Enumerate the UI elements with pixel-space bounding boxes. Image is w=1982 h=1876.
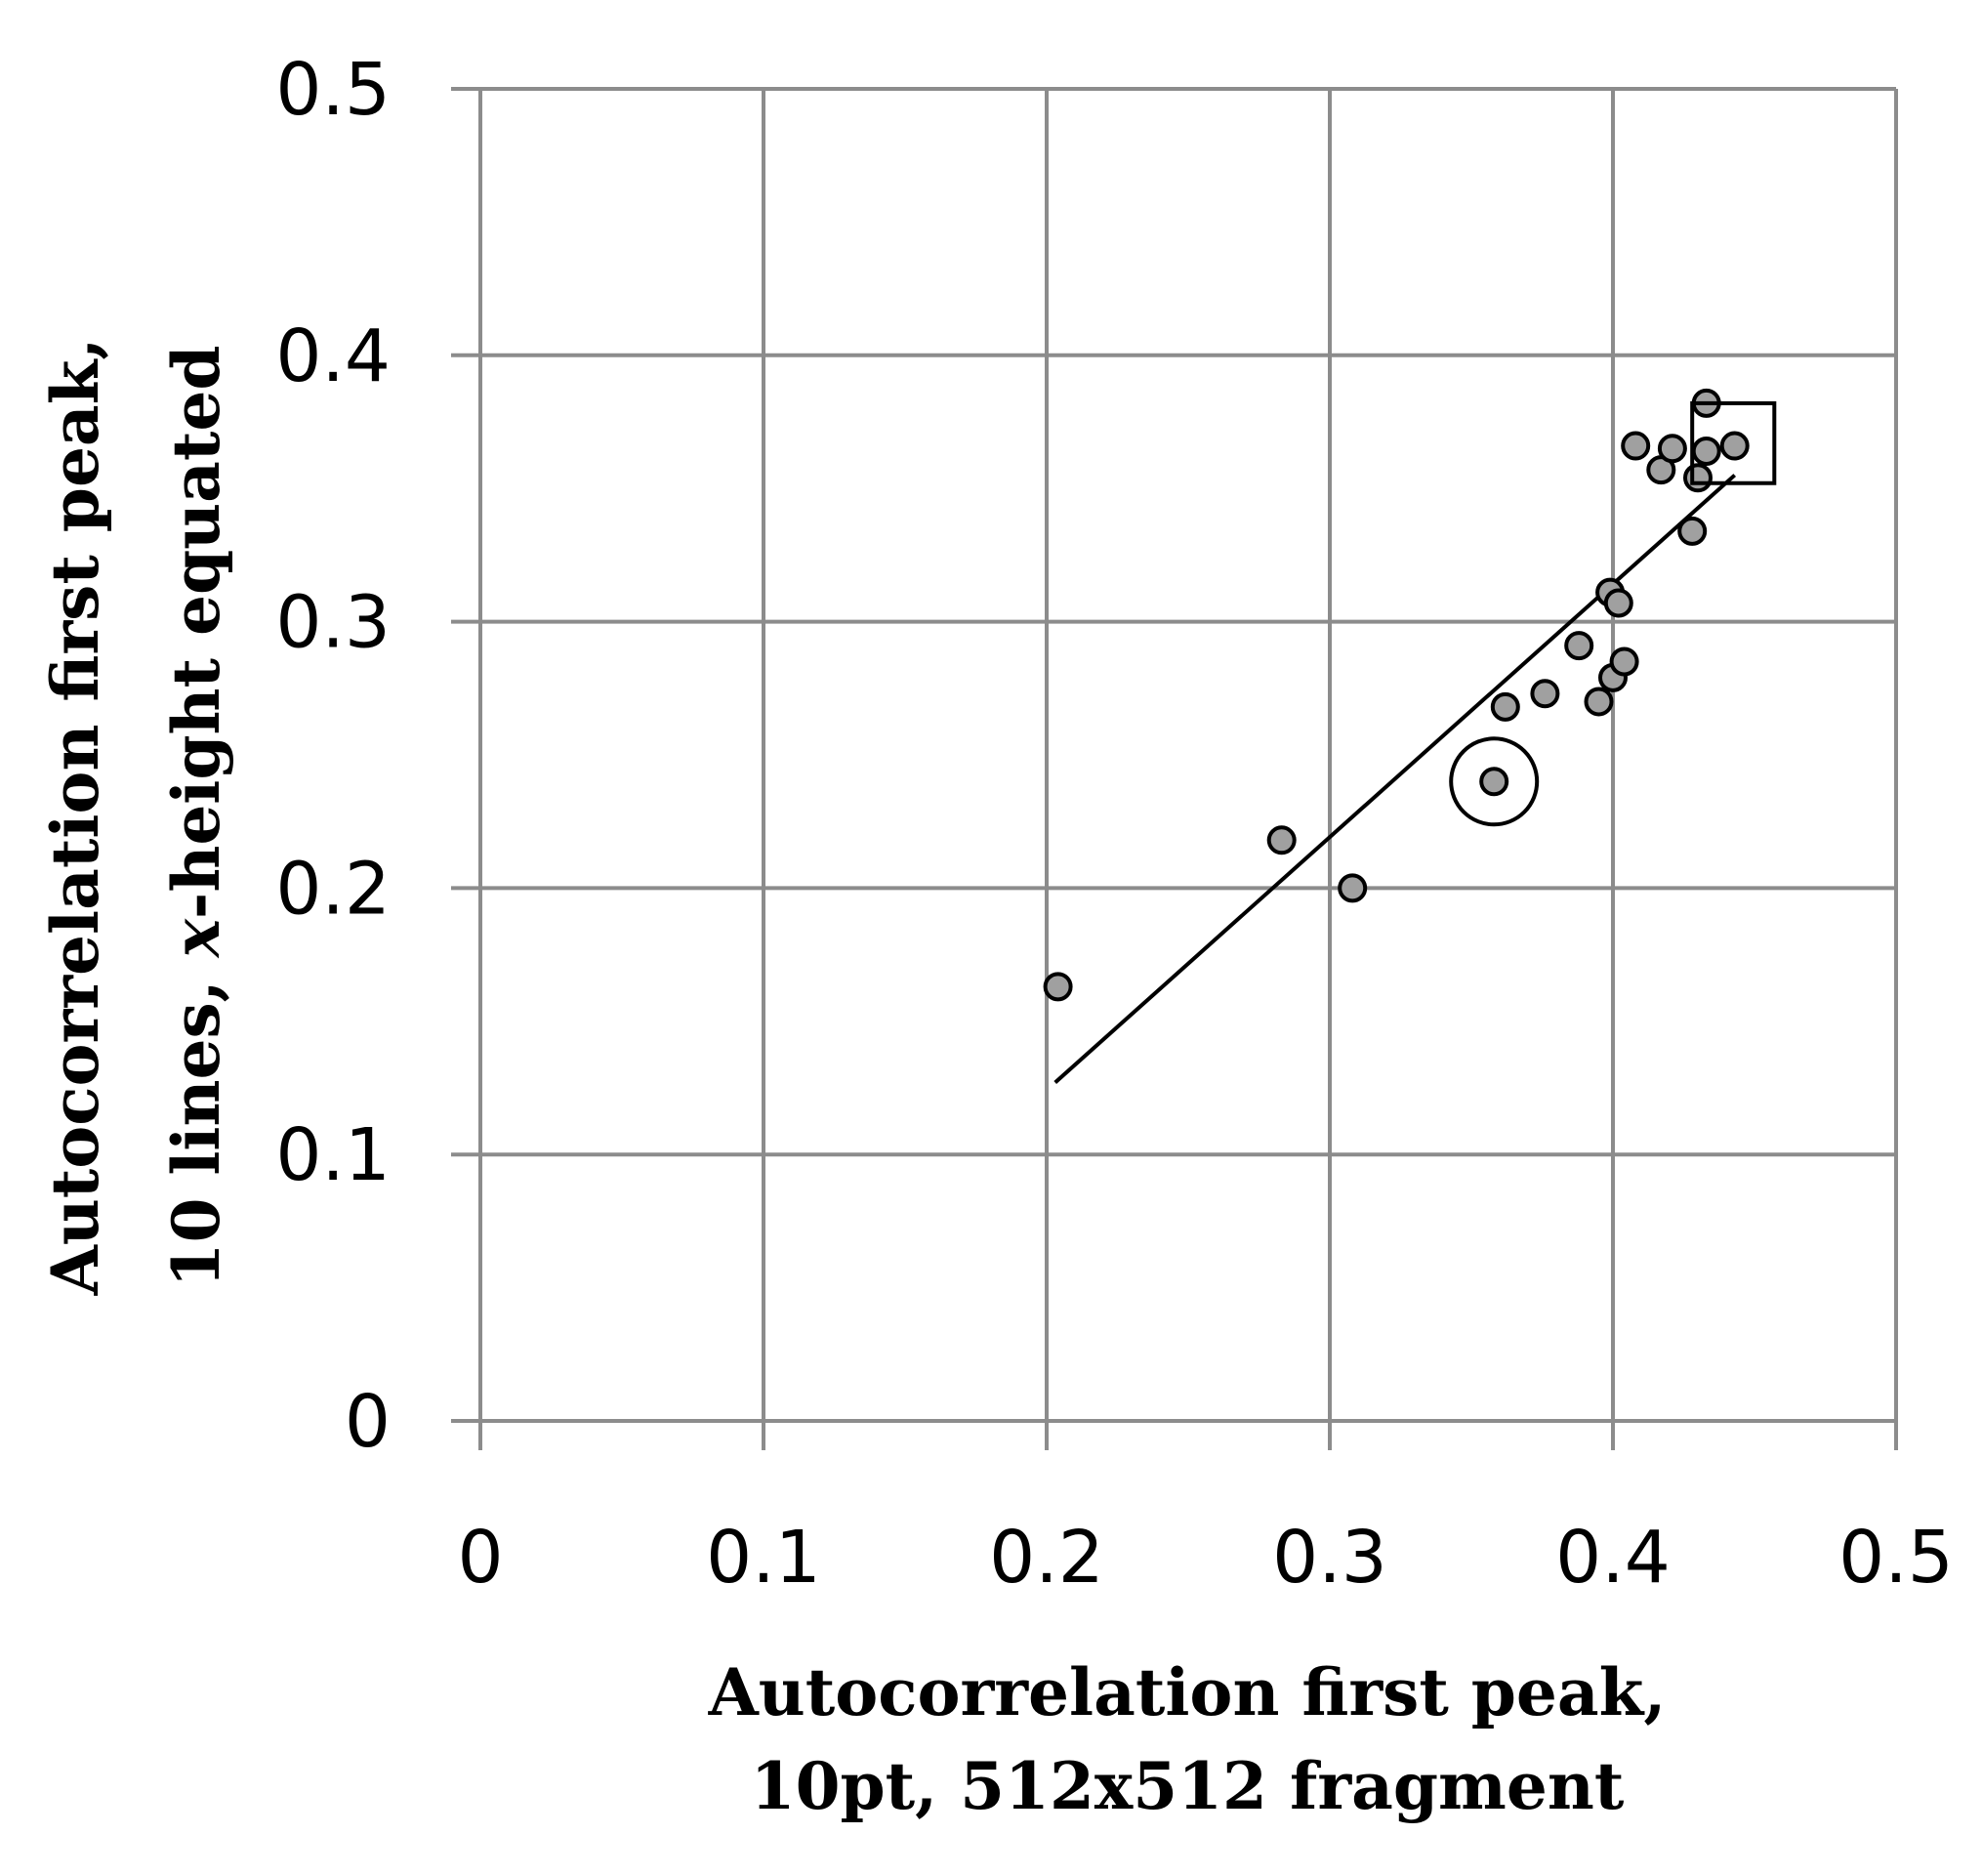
y-tick-label: 0.5 [275, 48, 391, 132]
y-axis-title-line-2-part-1: 10 lines, [158, 957, 234, 1287]
data-point [1677, 516, 1708, 546]
data-point [1266, 825, 1297, 855]
data-points [1043, 388, 1750, 1002]
data-point [1043, 972, 1073, 1002]
x-axis-title-line-1: Autocorrelation first peak, [708, 1654, 1667, 1730]
data-point [1719, 431, 1750, 461]
tick-labels: 0 0.1 0.2 0.3 0.4 0.5 0 0.1 0.2 0.3 0.4 0.5 [275, 48, 1954, 1600]
data-point [1609, 646, 1639, 677]
x-tick-label: 0.2 [989, 1516, 1104, 1600]
x-tick-label: 0.5 [1838, 1516, 1954, 1600]
y-tick-label: 0.4 [275, 314, 391, 398]
annotations [1449, 400, 1777, 827]
y-tick-label: 0 [345, 1380, 391, 1464]
data-point [1691, 437, 1721, 467]
x-tick-label: 0.1 [706, 1516, 821, 1600]
data-point [1490, 691, 1520, 722]
data-point [1683, 463, 1713, 493]
x-tick-label: 0.4 [1555, 1516, 1671, 1600]
y-tick-label: 0.1 [275, 1113, 391, 1197]
data-point [1584, 687, 1614, 717]
trendline-group [1053, 474, 1737, 1085]
y-tick-label: 0.3 [275, 581, 391, 665]
data-point [1530, 679, 1560, 709]
x-axis-title-line-2: 10pt, 512x512 fragment [751, 1748, 1625, 1824]
data-point [1338, 873, 1368, 903]
x-tick-label: 0.3 [1272, 1516, 1387, 1600]
data-point [1657, 434, 1687, 464]
y-axis-title-line-2-italic-x: x [158, 918, 234, 959]
highlight-square [1690, 400, 1777, 485]
data-point [1621, 431, 1651, 461]
y-axis-title-line-2-part-3: -height equated [158, 346, 234, 920]
y-axis-title-line-2: 10 lines, x-height equated [158, 346, 234, 1288]
y-axis-title-line-1: Autocorrelation first peak, [37, 338, 113, 1297]
grid-lines [451, 87, 1898, 1450]
y-axis-title: Autocorrelation first peak, 10 lines, x-… [37, 338, 234, 1297]
highlight-circle [1449, 736, 1540, 827]
data-point [1603, 588, 1633, 618]
y-tick-label: 0.2 [275, 847, 391, 931]
x-tick-label: 0 [457, 1516, 503, 1600]
data-point [1564, 631, 1594, 661]
data-point [1479, 767, 1509, 797]
trendline [1053, 474, 1737, 1085]
